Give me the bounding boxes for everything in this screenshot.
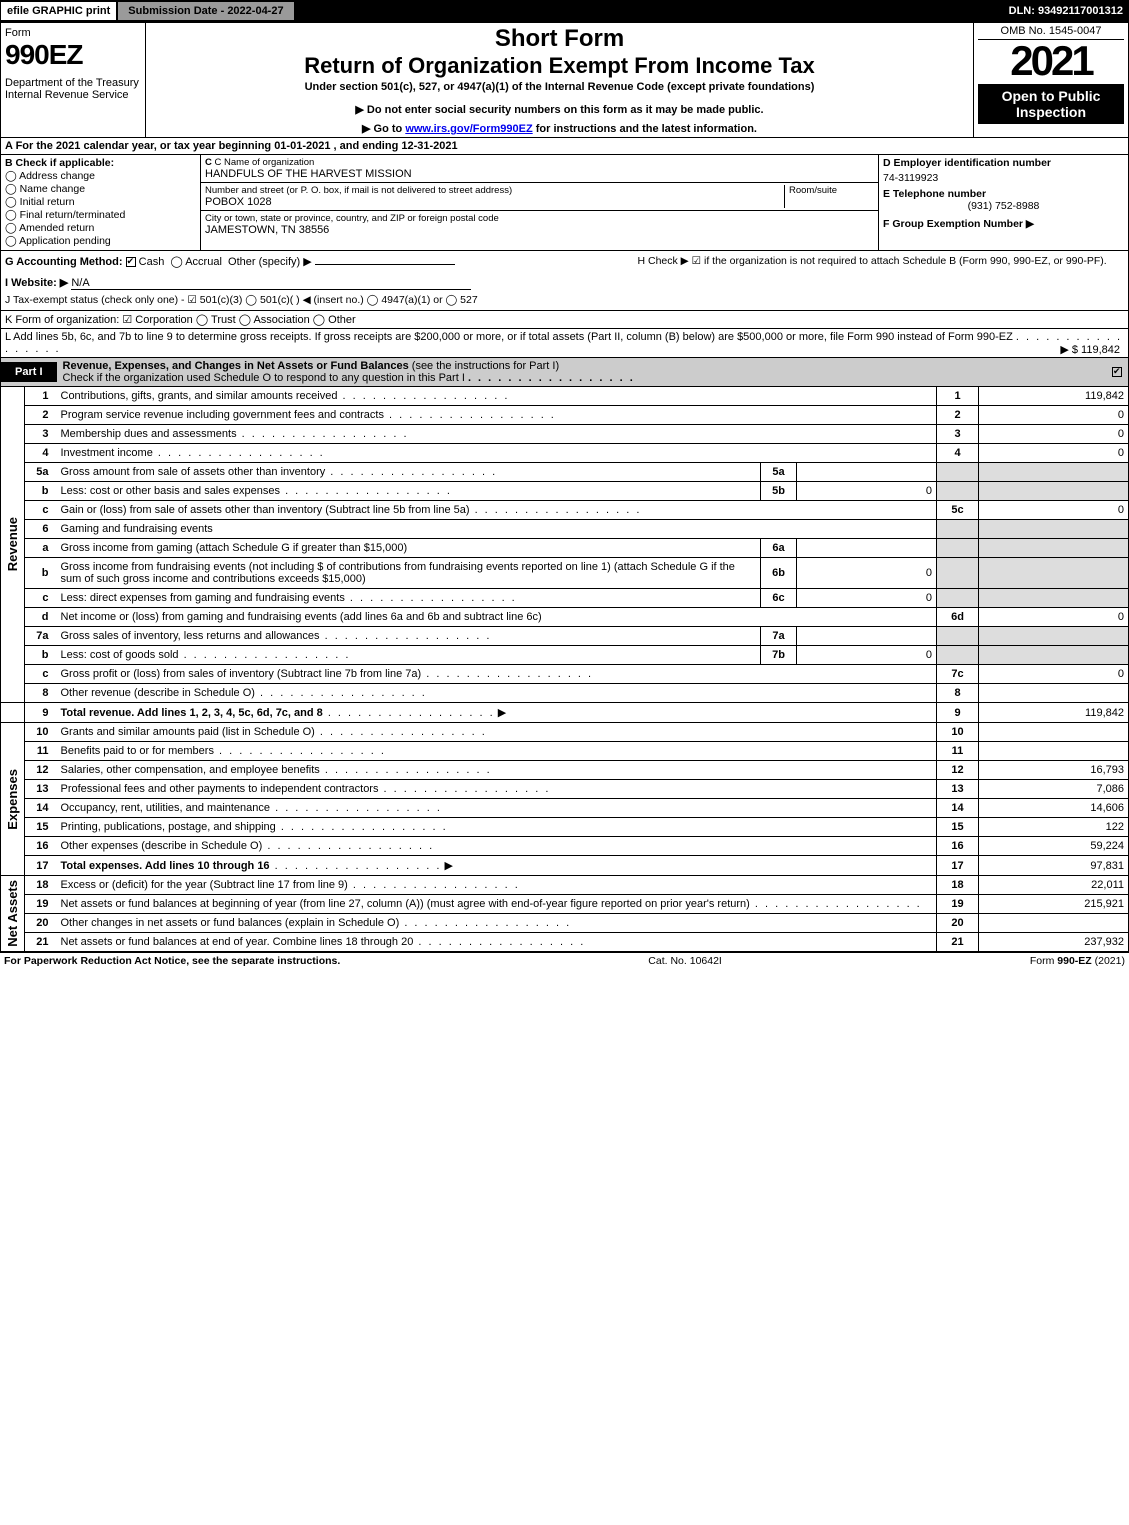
section-def: D Employer identification number 74-3119… — [878, 155, 1128, 250]
under-section: Under section 501(c), 527, or 4947(a)(1)… — [154, 81, 965, 93]
website-line: I Website: ▶ N/A — [5, 276, 637, 290]
paperwork-notice: For Paperwork Reduction Act Notice, see … — [4, 955, 340, 967]
title-block: Short Form Return of Organization Exempt… — [146, 23, 973, 137]
form-word: Form — [5, 27, 139, 39]
chk-final[interactable]: ◯ Final return/terminated — [5, 209, 196, 221]
submission-date: Submission Date - 2022-04-27 — [117, 1, 294, 21]
short-form: Short Form — [154, 25, 965, 53]
chk-app-pending[interactable]: ◯ Application pending — [5, 235, 196, 247]
f-group: F Group Exemption Number ▶ — [883, 218, 1124, 230]
part1-checkbox[interactable] — [1112, 367, 1122, 377]
form-footer: Form 990-EZ (2021) — [1030, 955, 1125, 967]
right-header: OMB No. 1545-0047 2021 Open to Public In… — [973, 23, 1128, 137]
irs-link[interactable]: www.irs.gov/Form990EZ — [405, 123, 532, 135]
chk-initial[interactable]: ◯ Initial return — [5, 196, 196, 208]
section-l: L Add lines 5b, 6c, and 7b to line 9 to … — [0, 329, 1129, 358]
do-not-enter: ▶ Do not enter social security numbers o… — [154, 103, 965, 116]
goto-line: ▶ Go to www.irs.gov/Form990EZ for instru… — [154, 122, 965, 135]
part1-see: (see the instructions for Part I) — [412, 360, 559, 372]
tax-year: 2021 — [978, 40, 1124, 82]
d-label: D Employer identification number — [883, 157, 1051, 169]
part1-header: Part I Revenue, Expenses, and Changes in… — [0, 358, 1129, 387]
part1-check: Check if the organization used Schedule … — [63, 372, 465, 384]
open-inspection: Open to Public Inspection — [978, 84, 1124, 124]
tax-exempt-status: J Tax-exempt status (check only one) - ☑… — [5, 294, 637, 306]
form-header: Form 990EZ Department of the Treasury In… — [0, 22, 1129, 138]
chk-name[interactable]: ◯ Name change — [5, 183, 196, 195]
e-label: E Telephone number — [883, 188, 986, 200]
chk-address[interactable]: ◯ Address change — [5, 170, 196, 182]
form-id-block: Form 990EZ Department of the Treasury In… — [1, 23, 146, 137]
chk-cash[interactable] — [126, 257, 136, 267]
ein: 74-3119923 — [883, 172, 1124, 184]
part1-title: Revenue, Expenses, and Changes in Net As… — [63, 360, 409, 372]
entity-block: B Check if applicable: ◯ Address change … — [0, 155, 1129, 251]
section-gh: G Accounting Method: Cash ◯ Accrual Othe… — [0, 251, 1129, 311]
part1-tag: Part I — [1, 362, 57, 382]
lines-table: Revenue 1Contributions, gifts, grants, a… — [0, 387, 1129, 952]
b-label: B Check if applicable: — [5, 157, 196, 169]
section-a: A For the 2021 calendar year, or tax yea… — [0, 138, 1129, 155]
department: Department of the Treasury Internal Reve… — [5, 77, 139, 101]
city-label: City or town, state or province, country… — [205, 213, 874, 224]
city: JAMESTOWN, TN 38556 — [205, 224, 874, 236]
section-k: K Form of organization: ☑ Corporation ◯ … — [0, 311, 1129, 329]
chk-amended[interactable]: ◯ Amended return — [5, 222, 196, 234]
goto-pre: ▶ Go to — [362, 123, 405, 135]
footer: For Paperwork Reduction Act Notice, see … — [0, 952, 1129, 969]
form-number: 990EZ — [5, 39, 139, 71]
top-bar: efile GRAPHIC print Submission Date - 20… — [0, 0, 1129, 22]
dln: DLN: 93492117001312 — [1009, 5, 1129, 17]
net-label: Net Assets — [5, 880, 20, 947]
accounting-method: G Accounting Method: Cash ◯ Accrual Othe… — [5, 255, 637, 268]
section-c: C C Name of organization HANDFULS OF THE… — [201, 155, 878, 250]
room-label: Room/suite — [789, 185, 874, 196]
section-b: B Check if applicable: ◯ Address change … — [1, 155, 201, 250]
goto-post: for instructions and the latest informat… — [533, 123, 757, 135]
return-title: Return of Organization Exempt From Incom… — [154, 53, 965, 79]
section-h: H Check ▶ ☑ if the organization is not r… — [637, 255, 1124, 306]
c-name-label: C C Name of organization — [205, 157, 874, 168]
street-label: Number and street (or P. O. box, if mail… — [205, 185, 784, 196]
street: POBOX 1028 — [205, 196, 784, 208]
cat-no: Cat. No. 10642I — [648, 955, 722, 967]
rev-label: Revenue — [5, 517, 20, 571]
org-name: HANDFULS OF THE HARVEST MISSION — [205, 168, 874, 180]
telephone: (931) 752-8988 — [883, 200, 1124, 212]
exp-label: Expenses — [5, 769, 20, 830]
efile-print-button[interactable]: efile GRAPHIC print — [0, 1, 117, 21]
